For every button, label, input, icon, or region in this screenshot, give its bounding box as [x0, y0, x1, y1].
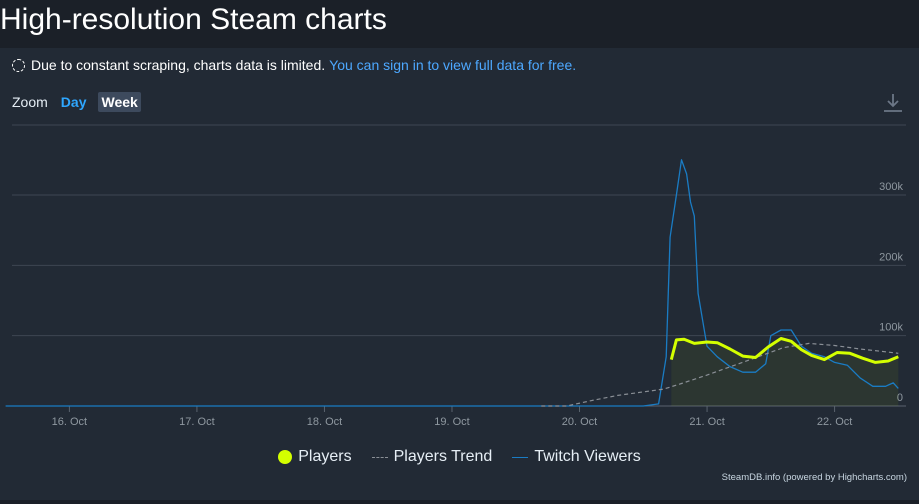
x-tick-label: 18. Oct — [307, 416, 342, 428]
y-tick-label: 100k — [879, 322, 903, 334]
download-icon[interactable] — [882, 92, 904, 114]
y-axis-labels: 0 100k 200k 300k — [879, 181, 903, 404]
y-tick-label: 0 — [897, 392, 903, 404]
zoom-label: Zoom — [12, 94, 48, 110]
x-tick-label: 20. Oct — [562, 416, 597, 428]
page-title: High-resolution Steam charts — [0, 3, 387, 36]
player-chart: 0 100k 200k 300k 16. Oct 17. Oct 18. Oct 19. O… — [5, 124, 906, 428]
zoom-day-button[interactable]: Day — [60, 94, 87, 110]
x-axis-labels: 16. Oct 17. Oct 18. Oct 19. Oct 20. Oct 21. O… — [52, 406, 852, 428]
chart-credits[interactable]: SteamDB.info (powered by Highcharts.com) — [721, 472, 907, 483]
x-tick-label: 22. Oct — [817, 416, 852, 428]
x-tick-label: 21. Oct — [689, 416, 724, 428]
legend-players-label: Players — [298, 448, 352, 465]
twitch-legend-line-icon — [512, 456, 529, 458]
sign-in-link[interactable]: You can sign in to view full data for fr… — [329, 57, 577, 73]
notice-text: Due to constant scraping, charts data is… — [31, 57, 326, 73]
legend-twitch-label: Twitch Viewers — [534, 448, 641, 465]
x-tick-label: 16. Oct — [52, 416, 87, 428]
loading-spinner-icon — [12, 58, 25, 72]
y-tick-label: 200k — [879, 251, 903, 263]
x-tick-label: 17. Oct — [179, 416, 214, 428]
series-layer — [5, 159, 899, 407]
trend-series-line — [541, 342, 899, 407]
y-tick-label: 300k — [879, 181, 903, 193]
players-series-line — [669, 337, 899, 364]
x-tick-label: 19. Oct — [434, 416, 469, 428]
twitch-series-line — [5, 159, 899, 407]
legend-item-trend[interactable]: Players Trend — [371, 448, 493, 466]
chart-panel: Due to constant scraping, charts data is… — [0, 48, 919, 500]
zoom-controls: Zoom Day Week — [12, 91, 150, 113]
trend-legend-dash-icon — [371, 456, 388, 458]
scraping-notice: Due to constant scraping, charts data is… — [12, 56, 576, 74]
legend-trend-label: Players Trend — [393, 448, 493, 465]
legend-item-twitch[interactable]: Twitch Viewers — [512, 448, 641, 466]
zoom-week-button[interactable]: Week — [98, 92, 141, 112]
players-area — [671, 338, 899, 406]
legend-item-players[interactable]: Players — [278, 448, 352, 466]
players-legend-dot-icon — [278, 450, 293, 464]
chart-legend: Players Players Trend Twitch Viewers — [0, 445, 919, 469]
